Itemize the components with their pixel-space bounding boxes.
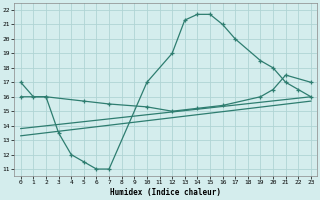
X-axis label: Humidex (Indice chaleur): Humidex (Indice chaleur) [110, 188, 221, 197]
